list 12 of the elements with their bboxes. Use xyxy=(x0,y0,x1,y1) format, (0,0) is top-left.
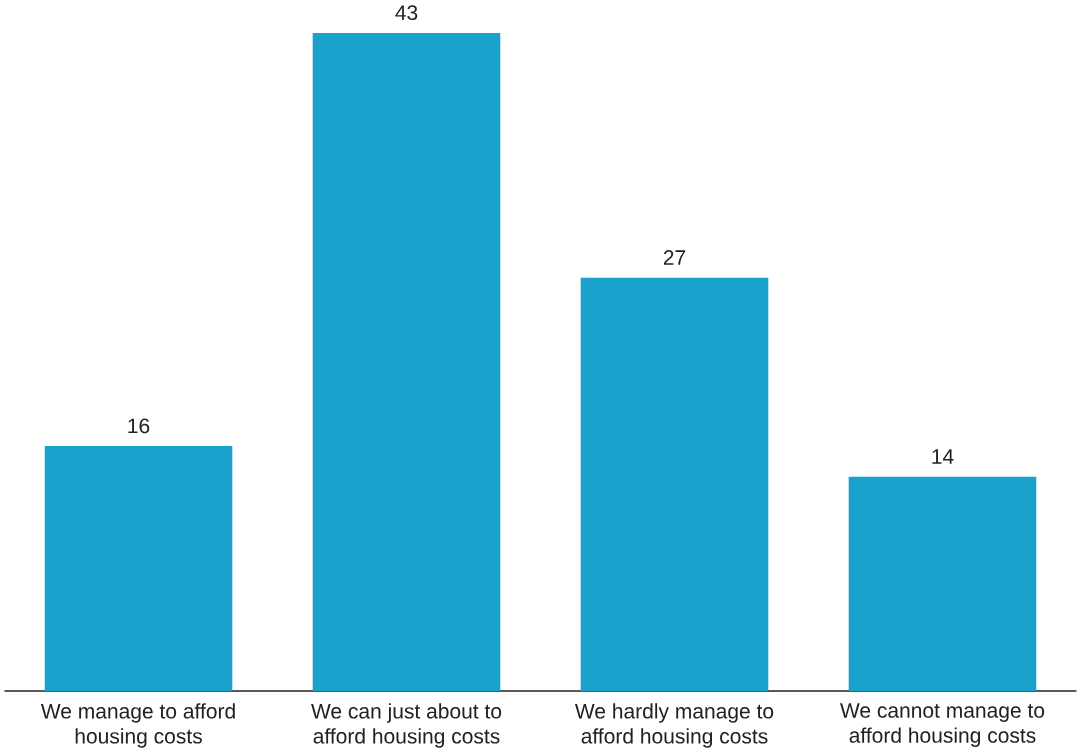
bar xyxy=(580,277,769,691)
bar xyxy=(44,446,233,691)
x-tick-label: We manage to afford housing costs xyxy=(40,703,235,748)
x-tick-label: We hardly manage to afford housing costs xyxy=(574,703,774,748)
bar xyxy=(312,32,501,691)
bar xyxy=(848,476,1037,691)
x-tick-label: We can just about to afford housing costs xyxy=(311,703,502,748)
data-label: 43 xyxy=(395,5,418,21)
data-label: 16 xyxy=(128,418,150,434)
data-label: 27 xyxy=(663,250,686,265)
x-tick-label: We cannot manage to afford housing costs xyxy=(840,703,1045,747)
data-label: 14 xyxy=(932,449,954,464)
